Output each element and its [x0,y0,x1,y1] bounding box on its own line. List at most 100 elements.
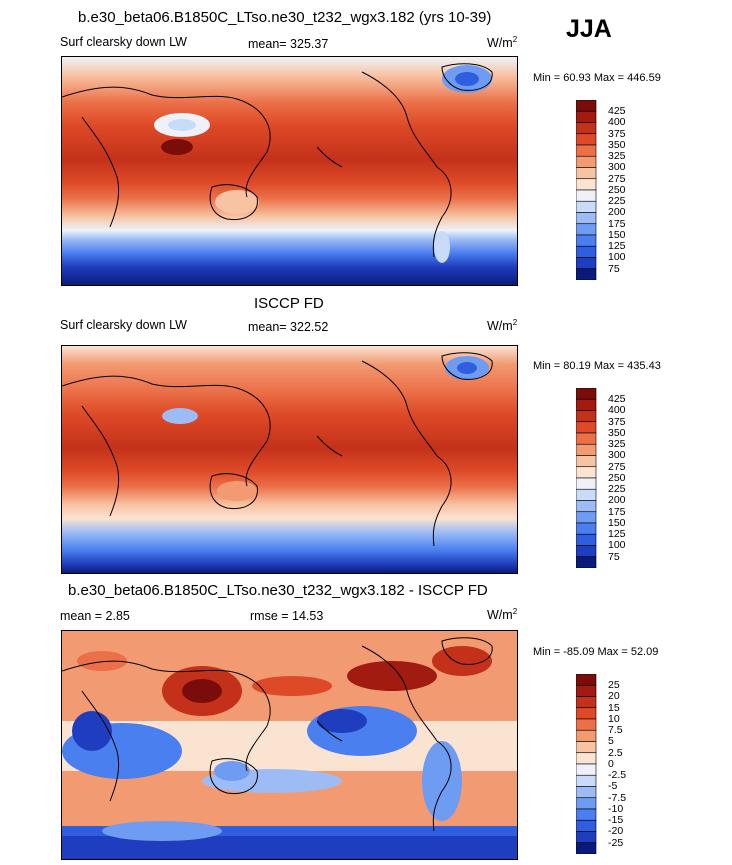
colorbar-tick-label: 150 [608,228,626,241]
colorbar-tick-label: -25 [608,836,624,849]
colorbar-box [576,421,597,434]
colorbar-tick-label: 100 [608,251,626,264]
colorbar-tick-label: 2.5 [608,746,623,759]
colorbar-tick-label: 275 [608,172,626,185]
panel-2-units-label: W/m2 [487,318,518,334]
colorbar-tick-label: 5 [608,735,614,748]
colorbar-tick-label: 250 [608,183,626,196]
panel-2-mean-label: mean= 322.52 [248,320,329,334]
panel-3-rmse-label: rmse = 14.53 [250,609,324,623]
colorbar-tick-label: 325 [608,150,626,162]
colorbar-box [576,500,597,513]
colorbar-box [576,718,597,731]
colorbar-box [576,556,597,568]
colorbar-box [576,133,597,146]
colorbar-tick-label: 20 [608,690,620,703]
colorbar-box [576,178,597,191]
colorbar-box [576,223,597,236]
colorbar-box [576,200,597,213]
panel-1-minmax: Min = 60.93 Max = 446.59 [533,72,661,84]
panel-2-variable-label: Surf clearsky down LW [60,318,187,332]
colorbar-box [576,533,597,546]
colorbar-box [576,774,597,787]
colorbar-tick-label: 125 [608,240,626,252]
panel-3-colorbar [576,674,597,854]
colorbar-box [576,831,597,844]
colorbar-tick-label: 7.5 [608,724,623,736]
colorbar-box [576,212,597,225]
panel-3-units-label: W/m2 [487,607,518,623]
panel-1-units-label: W/m2 [487,35,518,51]
colorbar-tick-label: -10 [608,802,624,815]
colorbar-box [576,432,597,445]
panel-1-mean-label: mean= 325.37 [248,37,329,51]
colorbar-tick-label: 250 [608,471,626,484]
colorbar-box [576,808,597,821]
panel-1-colorbar [576,100,597,280]
colorbar-tick-label: 200 [608,494,626,507]
colorbar-box [576,234,597,247]
panel-3-map [61,630,518,860]
colorbar-box [576,786,597,799]
colorbar-box [576,842,597,854]
colorbar-tick-label: 375 [608,127,626,140]
colorbar-box [576,388,597,400]
panel-2-title: ISCCP FD [254,295,324,312]
colorbar-box [576,189,597,202]
colorbar-tick-label: 375 [608,415,626,428]
colorbar-box [576,477,597,490]
panel-2-colorbar [576,388,597,568]
colorbar-box [576,511,597,524]
colorbar-box [576,763,597,776]
panel-2-minmax: Min = 80.19 Max = 435.43 [533,360,661,372]
colorbar-tick-label: -15 [608,814,624,826]
colorbar-tick-label: 150 [608,516,626,529]
colorbar-tick-label: 225 [608,195,626,207]
colorbar-box [576,455,597,468]
colorbar-tick-label: 125 [608,528,626,540]
colorbar-tick-label: 10 [608,712,620,725]
colorbar-tick-label: 75 [608,550,620,563]
colorbar-tick-label: 275 [608,460,626,473]
colorbar-tick-label: 200 [608,206,626,219]
panel-2-map [61,345,518,574]
colorbar-box [576,684,597,697]
colorbar-tick-label: 350 [608,138,626,151]
colorbar-box [576,167,597,180]
colorbar-tick-label: 400 [608,404,626,417]
colorbar-box [576,410,597,423]
panel-1-map [61,56,518,286]
colorbar-box [576,707,597,720]
colorbar-tick-label: 25 [608,679,620,691]
colorbar-tick-label: -7.5 [608,791,627,804]
colorbar-tick-label: 350 [608,426,626,439]
colorbar-box [576,443,597,456]
panel-1-variable-label: Surf clearsky down LW [60,35,187,49]
season-label: JJA [566,15,612,43]
colorbar-box [576,257,597,270]
colorbar-box [576,729,597,742]
colorbar-tick-label: 100 [608,539,626,552]
colorbar-box [576,110,597,123]
colorbar-tick-label: 425 [608,105,626,117]
colorbar-box [576,522,597,535]
colorbar-box [576,144,597,157]
colorbar-box [576,696,597,709]
colorbar-box [576,466,597,479]
colorbar-tick-label: 425 [608,393,626,405]
panel-3-minmax: Min = -85.09 Max = 52.09 [533,646,659,658]
panel-3-title: b.e30_beta06.B1850C_LTso.ne30_t232_wgx3.… [68,582,488,599]
panel-1-title: b.e30_beta06.B1850C_LTso.ne30_t232_wgx3.… [78,9,492,26]
colorbar-box [576,245,597,258]
colorbar-tick-label: -20 [608,825,624,838]
colorbar-tick-label: -5 [608,780,618,793]
colorbar-box [576,100,597,112]
colorbar-tick-label: 300 [608,161,626,174]
colorbar-box [576,674,597,686]
colorbar-box [576,797,597,810]
colorbar-tick-label: -2.5 [608,769,627,781]
colorbar-box [576,398,597,411]
colorbar-box [576,155,597,168]
colorbar-box [576,122,597,135]
colorbar-box [576,488,597,501]
